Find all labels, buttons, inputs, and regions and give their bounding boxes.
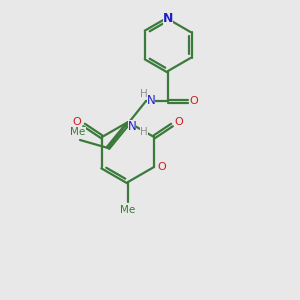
Text: N: N: [163, 11, 173, 25]
Text: O: O: [158, 162, 166, 172]
Text: Me: Me: [120, 205, 136, 215]
Text: H: H: [140, 89, 148, 99]
Text: O: O: [73, 117, 81, 127]
Text: N: N: [128, 119, 136, 133]
Text: Me: Me: [70, 127, 86, 137]
Text: O: O: [175, 117, 183, 127]
Text: O: O: [190, 96, 198, 106]
Text: H: H: [140, 127, 148, 137]
Text: N: N: [147, 94, 155, 107]
